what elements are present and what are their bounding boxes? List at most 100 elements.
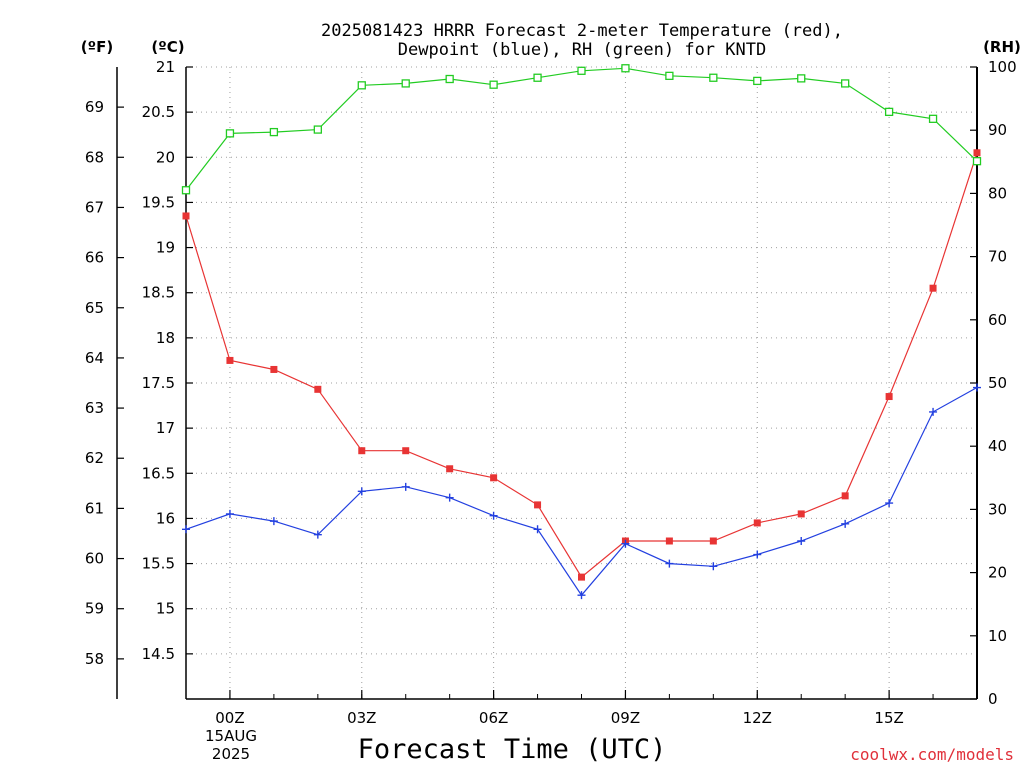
dewpoint-point: [665, 559, 674, 568]
celsius-tick-label: 19: [156, 239, 175, 257]
rh-point: [928, 114, 938, 123]
fahrenheit-unit-label: (ºF): [81, 38, 113, 56]
rh-tick-label: 30: [988, 500, 1007, 518]
rh-point: [269, 127, 279, 137]
rh-tick-label: 20: [988, 564, 1007, 582]
dewpoint-point: [445, 493, 454, 502]
fahrenheit-tick-label: 59: [85, 600, 104, 618]
rh-line: [185, 67, 978, 191]
time-tick-label: 06Z: [479, 709, 508, 727]
temperature-point: [358, 447, 366, 455]
temperature-point: [885, 393, 893, 401]
fahrenheit-tick-label: 58: [85, 650, 104, 668]
celsius-tick-label: 15: [156, 600, 175, 618]
celsius-tick-label: 20.5: [142, 103, 175, 121]
rh-point: [533, 73, 542, 82]
temperature-point: [182, 212, 190, 220]
temperature-point: [226, 356, 234, 364]
fahrenheit-tick-label: 60: [85, 550, 104, 568]
rh-point: [181, 186, 191, 195]
dewpoint-point: [269, 517, 278, 526]
rh-point: [445, 74, 454, 84]
rh-axis: 0 10 20 30 40 50 60 70 80 90 100: [970, 58, 1017, 708]
celsius-tick-label: 21: [156, 58, 175, 76]
rh-point: [357, 81, 366, 90]
rh-point: [841, 79, 850, 88]
fahrenheit-tick-label: 61: [85, 499, 104, 517]
celsius-tick-label: 17.5: [142, 374, 175, 392]
fahrenheit-tick-label: 63: [85, 399, 104, 417]
fahrenheit-tick-label: 66: [85, 249, 104, 267]
dewpoint-point: [709, 562, 718, 571]
celsius-tick-label: 16.5: [142, 464, 175, 482]
temperature-point: [753, 519, 761, 527]
temperature-point: [841, 492, 849, 500]
rh-point: [797, 74, 806, 83]
dewpoint-point: [489, 511, 498, 520]
dewpoint-point: [929, 407, 938, 416]
celsius-tick-label: 18: [156, 329, 175, 347]
celsius-tick-label: 20: [156, 148, 175, 166]
fahrenheit-tick-label: 65: [85, 299, 104, 317]
fahrenheit-axis: 58 59 60 61 62 63 64 65 66 67 68 69: [85, 98, 124, 668]
rh-point: [709, 73, 718, 82]
rh-tick-label: 0: [988, 690, 998, 708]
rh-point: [884, 107, 894, 117]
rh-point: [972, 157, 982, 166]
fahrenheit-tick-label: 62: [85, 449, 104, 467]
dewpoint-point: [401, 482, 410, 491]
rh-point: [489, 80, 498, 89]
temperature-line: [185, 152, 978, 579]
date-label-day: 15AUG: [205, 727, 257, 745]
rh-tick-label: 80: [988, 184, 1007, 202]
series-rh: [181, 64, 982, 195]
dewpoint-point: [753, 550, 762, 559]
time-tick-label: 03Z: [347, 709, 376, 727]
temperature-point: [665, 537, 673, 545]
rh-point: [225, 129, 235, 138]
celsius-tick-label: 19.5: [142, 193, 175, 211]
temperature-point: [402, 447, 410, 455]
dewpoint-point: [841, 519, 850, 528]
chart-title-line-1: 2025081423 HRRR Forecast 2-meter Tempera…: [321, 21, 843, 41]
celsius-unit-label: (ºC): [151, 38, 184, 56]
dewpoint-point: [885, 499, 894, 508]
rh-point: [401, 79, 410, 88]
rh-tick-label: 40: [988, 437, 1007, 455]
series-dewpoint: [182, 383, 981, 600]
time-tick-label: 00Z: [215, 709, 244, 727]
celsius-axis: 14.5 15 15.5 16 16.5 17 17.5 18 18.5 19 19.5 20 20.5…: [142, 58, 193, 663]
rh-tick-label: 60: [988, 311, 1007, 329]
series: [181, 64, 982, 600]
time-axis: 00Z 03Z 06Z 09Z 12Z 15Z: [185, 690, 978, 727]
celsius-tick-label: 16: [156, 509, 175, 527]
rh-point: [621, 64, 630, 73]
celsius-tick-label: 18.5: [142, 284, 175, 302]
rh-tick-label: 100: [988, 58, 1017, 76]
fahrenheit-tick-label: 69: [85, 98, 104, 116]
dewpoint-point: [797, 537, 806, 545]
time-tick-label: 09Z: [611, 709, 640, 727]
temperature-point: [270, 365, 278, 373]
temperature-point: [314, 385, 322, 393]
temperature-point: [578, 573, 585, 581]
rh-point: [665, 71, 674, 80]
celsius-tick-label: 14.5: [142, 645, 175, 663]
fahrenheit-tick-label: 64: [85, 349, 104, 367]
time-tick-label: 12Z: [743, 709, 772, 727]
rh-tick-label: 50: [988, 374, 1007, 392]
rh-tick-label: 10: [988, 627, 1007, 645]
dewpoint-point: [313, 530, 322, 539]
temperature-point: [973, 149, 981, 157]
fahrenheit-tick-label: 67: [85, 198, 104, 216]
dewpoint-point: [533, 525, 542, 534]
dewpoint-point: [357, 487, 366, 496]
date-label-year: 2025: [212, 745, 250, 763]
chart-title-line-2: Dewpoint (blue), RH (green) for KNTD: [398, 40, 766, 60]
dewpoint-point: [577, 591, 586, 600]
rh-point: [753, 76, 762, 86]
temperature-point: [929, 284, 937, 292]
time-tick-label: 15Z: [874, 709, 903, 727]
dewpoint-point: [621, 539, 630, 548]
temperature-point: [797, 510, 805, 518]
